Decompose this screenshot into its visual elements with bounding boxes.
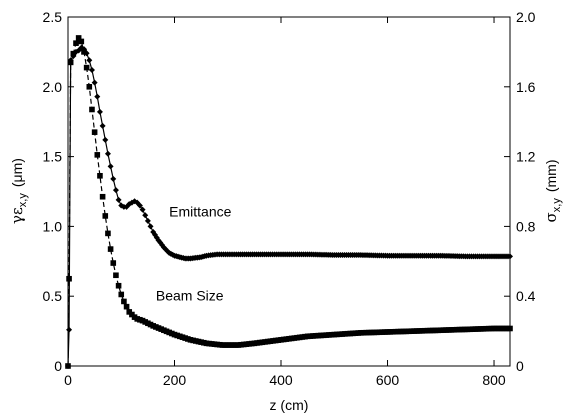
svg-text:σx,y(mm): σx,y (mm) xyxy=(542,160,563,223)
data-point-square xyxy=(73,40,79,46)
data-point-diamond xyxy=(102,136,109,143)
y-right-label-sub: x,y xyxy=(551,198,563,213)
data-point-diamond xyxy=(91,79,98,86)
y-left-axis-label: γεx,y (μm) xyxy=(8,158,29,224)
data-point-square xyxy=(65,363,71,369)
y-right-tick-label: 1.2 xyxy=(516,149,536,165)
data-point-square xyxy=(66,275,72,282)
data-point-square xyxy=(67,59,74,66)
data-point-diamond xyxy=(507,253,513,260)
x-tick-label: 200 xyxy=(163,372,187,388)
x-tick-label: 400 xyxy=(269,372,293,388)
data-point-square xyxy=(118,291,125,298)
data-point-square xyxy=(70,50,77,57)
data-point-diamond xyxy=(136,202,143,209)
y-left-tick-label: 1.0 xyxy=(43,218,63,234)
axis-tick-labels: 0 200 400 600 800 0 0.5 1.0 1.5 2.0 2.5 0 0.4 0.8 1.2 1… xyxy=(43,9,536,388)
data-point-square xyxy=(107,246,114,252)
data-point-square xyxy=(86,84,93,90)
svg-text:γεx,y(μm): γεx,y (μm) xyxy=(8,158,29,224)
data-point-diamond xyxy=(96,108,103,115)
y-right-tick-label: 1.6 xyxy=(516,79,536,95)
data-point-diamond xyxy=(99,122,106,129)
data-point-diamond xyxy=(147,223,154,230)
y-right-tick-label: 2.0 xyxy=(516,9,536,25)
data-point-diamond xyxy=(115,196,122,203)
data-point-square xyxy=(99,193,106,200)
plot-frame xyxy=(67,16,511,367)
data-point-diamond xyxy=(107,163,114,170)
data-point-diamond xyxy=(66,326,73,333)
y-right-axis-label: σx,y (mm) xyxy=(542,160,563,223)
y-left-label-sub: x,y xyxy=(17,193,29,208)
data-point-square xyxy=(89,106,95,113)
data-point-square xyxy=(83,64,90,71)
x-tick-label: 600 xyxy=(376,372,400,388)
data-point-square xyxy=(81,49,87,55)
data-point-square xyxy=(113,272,119,279)
y-left-label-symbol: γε xyxy=(8,207,26,224)
y-left-tick-label: 2.0 xyxy=(43,79,63,95)
data-point-square xyxy=(105,230,111,237)
annotation-beam-size: Beam Size xyxy=(156,287,224,303)
y-right-tick-label: 0 xyxy=(516,358,524,374)
y-left-tick-label: 0 xyxy=(54,358,62,374)
data-point-square xyxy=(123,303,130,310)
annotation-emittance: Emittance xyxy=(169,204,231,220)
data-point-diamond xyxy=(139,206,146,213)
x-axis-label: z (cm) xyxy=(270,397,309,413)
y-right-tick-label: 0.8 xyxy=(516,218,536,234)
y-left-label-unit: (μm) xyxy=(9,158,25,187)
data-point-diamond xyxy=(104,150,111,157)
data-point-square xyxy=(91,129,98,135)
data-point-diamond xyxy=(112,187,119,194)
data-point-square xyxy=(110,260,117,266)
data-point-square xyxy=(507,325,513,332)
data-point-square xyxy=(102,213,109,219)
data-point-square xyxy=(115,282,122,289)
y-right-label-unit: (mm) xyxy=(543,160,559,193)
series-markers xyxy=(65,35,513,369)
y-left-tick-label: 2.5 xyxy=(43,9,63,25)
data-point-square xyxy=(94,152,101,158)
data-point-square xyxy=(78,38,85,45)
x-tick-label: 800 xyxy=(482,372,506,388)
data-point-diamond xyxy=(94,93,101,100)
data-point-diamond xyxy=(144,217,151,224)
data-point-diamond xyxy=(86,57,93,64)
y-left-tick-label: 1.5 xyxy=(43,149,63,165)
data-point-square xyxy=(97,172,103,179)
y-right-label-symbol: σ xyxy=(542,212,560,222)
data-point-diamond xyxy=(88,67,95,74)
data-point-diamond xyxy=(142,212,149,219)
x-tick-label: 0 xyxy=(64,372,72,388)
data-point-square xyxy=(75,35,82,41)
data-point-square xyxy=(121,298,127,305)
y-left-tick-label: 0.5 xyxy=(43,288,63,304)
data-point-diamond xyxy=(110,175,117,182)
y-right-tick-label: 0.4 xyxy=(516,288,536,304)
